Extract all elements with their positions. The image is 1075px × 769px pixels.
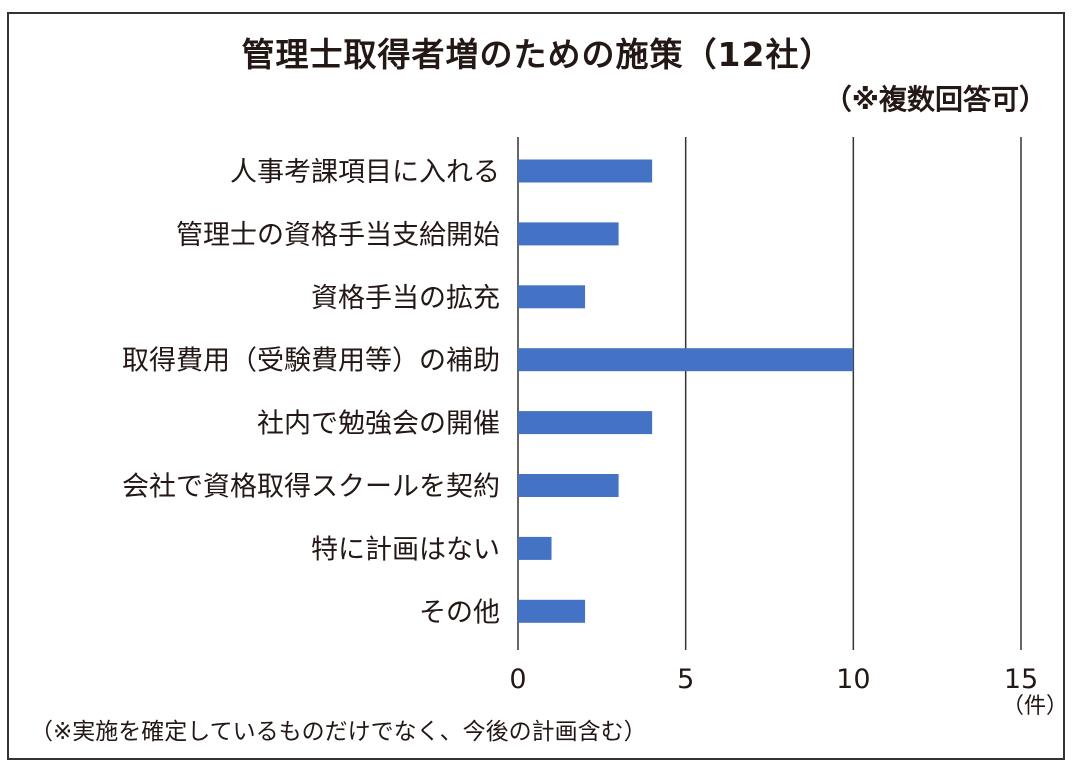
category-label: 会社で資格取得スクールを契約: [122, 472, 500, 503]
category-label: 管理士の資格手当支給開始: [176, 220, 500, 251]
bar: [518, 474, 619, 497]
category-label: 社内で勉強会の開催: [257, 409, 500, 440]
bar: [518, 348, 854, 372]
chart-subtitle: （※複数回答可）: [823, 83, 1047, 116]
category-label: その他: [419, 597, 500, 628]
x-axis-unit: （件）: [1002, 694, 1069, 719]
bar: [518, 222, 619, 246]
category-label: 取得費用（受験費用等）の補助: [122, 346, 500, 377]
x-tick-label: 15: [1004, 664, 1038, 695]
category-label: 資格手当の拡充: [311, 283, 500, 314]
category-label: 人事考課項目に入れる: [230, 157, 500, 188]
chart-frame: [7, 12, 1065, 760]
x-tick-label: 10: [836, 664, 870, 695]
x-tick-label: 5: [677, 664, 694, 695]
bar: [518, 411, 653, 435]
chart-title: 管理士取得者増のための施策（12社）: [241, 35, 834, 74]
bar: [518, 159, 653, 183]
bar: [518, 536, 552, 560]
bar: [518, 285, 586, 309]
x-tick-label: 0: [509, 664, 526, 695]
footnote: （※実施を確定しているものだけでなく、今後の計画含む）: [30, 719, 647, 745]
bar: [518, 599, 586, 623]
category-label: 特に計画はない: [311, 534, 500, 565]
